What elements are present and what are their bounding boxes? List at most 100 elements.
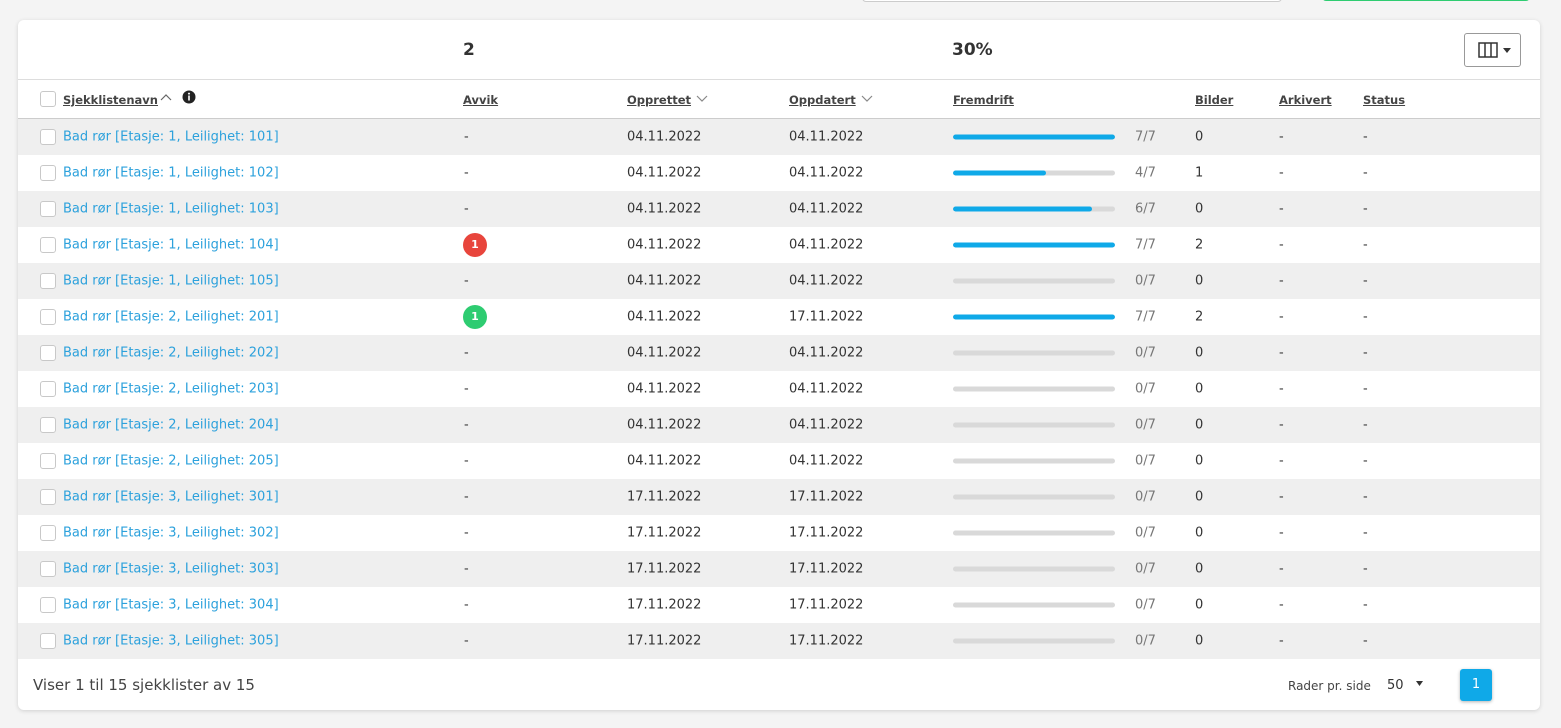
created-date: 04.11.2022 — [627, 345, 702, 361]
column-header[interactable]: Opprettet — [627, 93, 692, 107]
checklist-link[interactable]: Bad rør [Etasje: 1, Leilighet: 105] — [63, 273, 279, 289]
action-button[interactable] — [1322, 0, 1530, 1]
row-checkbox[interactable] — [40, 597, 56, 613]
table-row: Bad rør [Etasje: 3, Leilighet: 303] - 17.1… — [18, 551, 1540, 587]
column-header[interactable]: Oppdatert — [789, 93, 856, 107]
row-checkbox[interactable] — [40, 561, 56, 577]
row-checkbox[interactable] — [40, 633, 56, 649]
images-count: 0 — [1195, 597, 1204, 613]
updated-date: 17.11.2022 — [789, 309, 864, 325]
checklist-link[interactable]: Bad rør [Etasje: 1, Leilighet: 104] — [63, 237, 279, 253]
row-checkbox[interactable] — [40, 129, 56, 145]
deviation: - — [464, 129, 469, 145]
rows-per-page-value: 50 — [1387, 678, 1404, 693]
rows-per-page-select[interactable]: 50 — [1387, 678, 1428, 693]
header-icons — [160, 90, 196, 104]
table-row: Bad rør [Etasje: 2, Leilighet: 202] - 04.1… — [18, 335, 1540, 371]
created-date: 04.11.2022 — [627, 309, 702, 325]
images-count: 2 — [1195, 237, 1204, 253]
progress-label: 0/7 — [1135, 345, 1156, 361]
status: - — [1363, 273, 1368, 289]
created-date: 04.11.2022 — [627, 129, 702, 145]
column-header[interactable]: Sjekklistenavn — [63, 93, 158, 107]
row-checkbox[interactable] — [40, 417, 56, 433]
images-count: 0 — [1195, 201, 1204, 217]
checklist-link[interactable]: Bad rør [Etasje: 3, Leilighet: 304] — [63, 597, 279, 613]
table-row: Bad rør [Etasje: 1, Leilighet: 104] 1 04.1… — [18, 227, 1540, 263]
page-button[interactable]: 1 — [1460, 669, 1492, 701]
row-checkbox[interactable] — [40, 345, 56, 361]
row-checkbox[interactable] — [40, 525, 56, 541]
archived: - — [1279, 633, 1284, 649]
column-picker[interactable] — [1464, 33, 1521, 67]
select-all-checkbox[interactable] — [40, 91, 56, 107]
checklist-link[interactable]: Bad rør [Etasje: 3, Leilighet: 305] — [63, 633, 279, 649]
updated-date: 04.11.2022 — [789, 417, 864, 433]
progress-label: 0/7 — [1135, 597, 1156, 613]
progress-label: 0/7 — [1135, 273, 1156, 289]
row-checkbox[interactable] — [40, 309, 56, 325]
created-date: 04.11.2022 — [627, 417, 702, 433]
progress-label: 0/7 — [1135, 633, 1156, 649]
row-checkbox[interactable] — [40, 273, 56, 289]
updated-date: 04.11.2022 — [789, 237, 864, 253]
archived: - — [1279, 561, 1284, 577]
archived: - — [1279, 165, 1284, 181]
status: - — [1363, 237, 1368, 253]
images-count: 2 — [1195, 309, 1204, 325]
checklist-link[interactable]: Bad rør [Etasje: 2, Leilighet: 205] — [63, 453, 279, 469]
deviation: - — [464, 453, 469, 469]
progress-track — [953, 314, 1115, 320]
created-date: 17.11.2022 — [627, 597, 702, 613]
checklist-link[interactable]: Bad rør [Etasje: 2, Leilighet: 204] — [63, 417, 279, 433]
row-checkbox[interactable] — [40, 237, 56, 253]
row-checkbox[interactable] — [40, 165, 56, 181]
column-header[interactable]: Avvik — [463, 93, 499, 107]
progress-track — [953, 242, 1115, 248]
archived: - — [1279, 273, 1284, 289]
status: - — [1363, 309, 1368, 325]
table-row: Bad rør [Etasje: 3, Leilighet: 304] - 17.1… — [18, 587, 1540, 623]
images-count: 0 — [1195, 417, 1204, 433]
checklist-link[interactable]: Bad rør [Etasje: 3, Leilighet: 303] — [63, 561, 279, 577]
table-card: 2 30% Bad rør [Etasje: 1, Leilighet: 101… — [18, 20, 1540, 710]
column-header[interactable]: Bilder — [1195, 93, 1234, 107]
checklist-link[interactable]: Bad rør [Etasje: 2, Leilighet: 201] — [63, 309, 279, 325]
updated-date: 04.11.2022 — [789, 345, 864, 361]
images-count: 0 — [1195, 453, 1204, 469]
row-checkbox[interactable] — [40, 453, 56, 469]
progress-track — [953, 386, 1115, 392]
checklist-link[interactable]: Bad rør [Etasje: 2, Leilighet: 203] — [63, 381, 279, 397]
status: - — [1363, 381, 1368, 397]
checklist-link[interactable]: Bad rør [Etasje: 1, Leilighet: 102] — [63, 165, 279, 181]
archived: - — [1279, 237, 1284, 253]
column-header[interactable]: Fremdrift — [953, 93, 1014, 107]
column-header[interactable]: Arkivert — [1279, 93, 1332, 107]
table-row: Bad rør [Etasje: 1, Leilighet: 103] - 04.1… — [18, 191, 1540, 227]
checklist-link[interactable]: Bad rør [Etasje: 3, Leilighet: 301] — [63, 489, 279, 505]
row-checkbox[interactable] — [40, 489, 56, 505]
archived: - — [1279, 417, 1284, 433]
row-checkbox[interactable] — [40, 381, 56, 397]
checklist-link[interactable]: Bad rør [Etasje: 3, Leilighet: 302] — [63, 525, 279, 541]
deviation: - — [464, 273, 469, 289]
search-input[interactable] — [862, 0, 1282, 2]
column-header[interactable]: Status — [1363, 93, 1406, 107]
progress-fill — [953, 134, 1115, 140]
table-row: Bad rør [Etasje: 2, Leilighet: 204] - 04.1… — [18, 407, 1540, 443]
checklist-link[interactable]: Bad rør [Etasje: 1, Leilighet: 101] — [63, 129, 279, 145]
deviation: - — [464, 381, 469, 397]
row-checkbox[interactable] — [40, 201, 56, 217]
progress-label: 0/7 — [1135, 417, 1156, 433]
archived: - — [1279, 381, 1284, 397]
updated-date: 17.11.2022 — [789, 525, 864, 541]
status: - — [1363, 633, 1368, 649]
checklist-link[interactable]: Bad rør [Etasje: 1, Leilighet: 103] — [63, 201, 279, 217]
progress-track — [953, 530, 1115, 536]
deviation: - — [464, 561, 469, 577]
deviation: - — [464, 201, 469, 217]
summary-avvik: 2 — [463, 40, 475, 60]
checklist-link[interactable]: Bad rør [Etasje: 2, Leilighet: 202] — [63, 345, 279, 361]
